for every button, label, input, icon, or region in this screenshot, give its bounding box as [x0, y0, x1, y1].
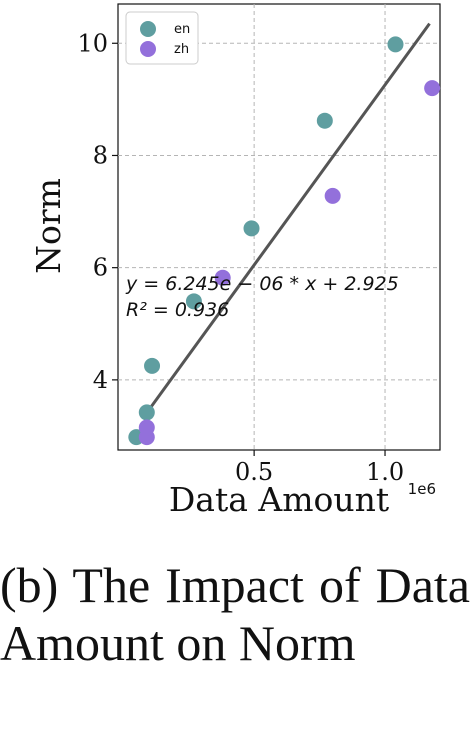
scatter-chart: 0.5 1.0 4 6 8 10 en zh y = 6.245e − 06 * x + …: [29, 3, 441, 519]
y-tick-label: 4: [93, 366, 108, 394]
x-tick-label: 0.5: [235, 458, 273, 486]
regression-line-group: [142, 22, 431, 418]
regression-line: [142, 22, 431, 418]
point-en: [185, 293, 202, 310]
x-axis-title: Data Amount: [169, 480, 389, 519]
plot-area: [117, 3, 441, 451]
x-tick-label: 1.0: [366, 458, 404, 486]
legend-marker-en: [140, 21, 156, 37]
y-tick-label: 10: [77, 29, 108, 57]
point-zh: [214, 269, 231, 286]
legend-marker-zh: [140, 41, 156, 57]
y-tick-label: 6: [93, 254, 108, 282]
legend-label-en: en: [174, 22, 190, 37]
grid-lines: [118, 4, 440, 450]
x-axis-exponent: 1e6: [408, 480, 436, 498]
legend: en zh: [125, 11, 199, 65]
point-zh: [424, 80, 441, 97]
point-en: [387, 36, 404, 53]
y-axis-title: Norm: [29, 178, 68, 274]
figure-caption: (b) The Impact of Data Amount on Norm: [0, 557, 470, 671]
legend-label-zh: zh: [174, 42, 189, 57]
y-tick-label: 8: [93, 141, 108, 169]
data-points: [128, 36, 441, 446]
axis-ticks: 0.5 1.0 4 6 8 10: [77, 29, 404, 486]
point-en: [138, 404, 155, 421]
r-squared-label: R² = 0.936: [126, 299, 229, 321]
point-zh: [324, 187, 341, 204]
point-en: [316, 112, 333, 129]
point-en: [243, 220, 260, 237]
regression-equation: y = 6.245e − 06 * x + 2.925: [125, 273, 399, 295]
point-en: [144, 357, 161, 374]
point-zh: [138, 419, 155, 436]
